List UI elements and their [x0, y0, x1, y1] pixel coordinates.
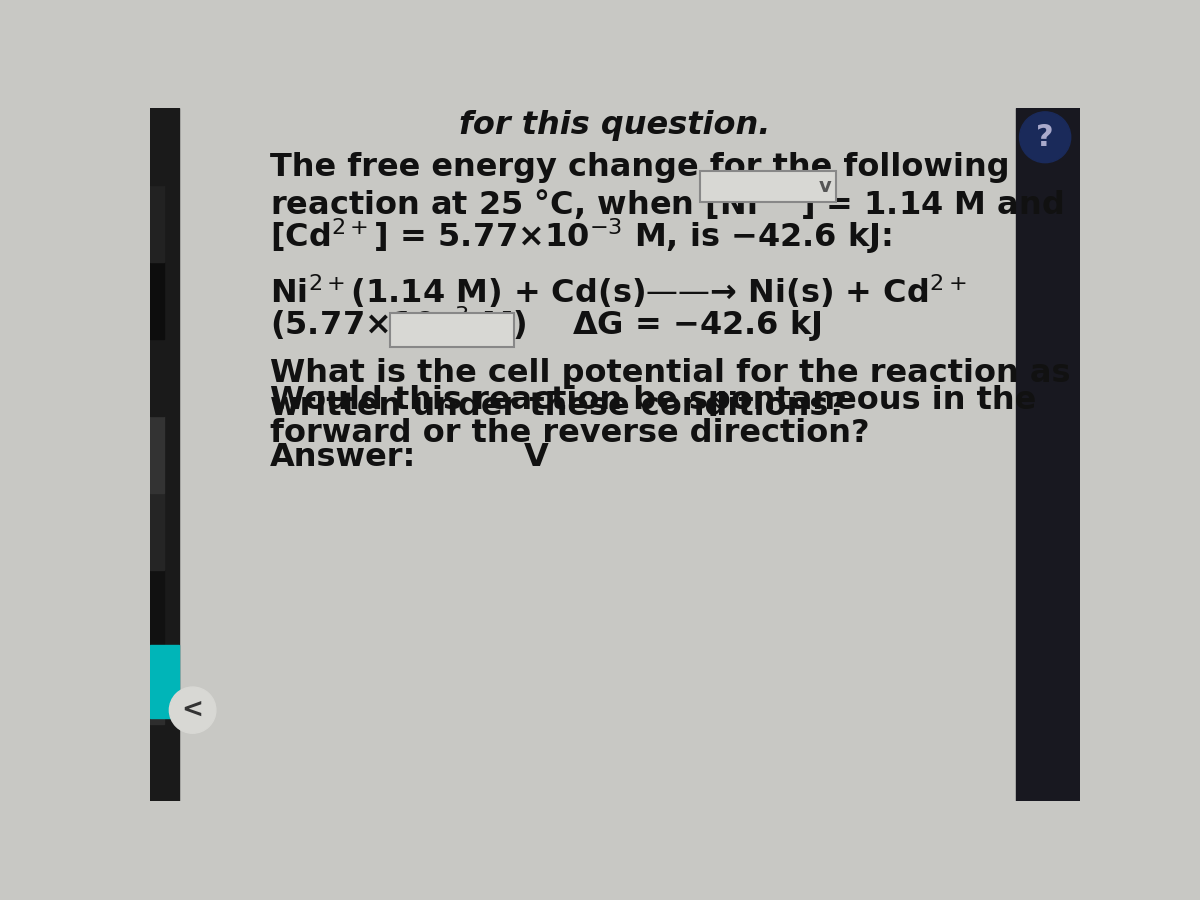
Text: v: v: [818, 177, 832, 196]
Bar: [150, 570, 164, 647]
Text: V: V: [523, 442, 548, 473]
Bar: [150, 647, 164, 724]
Bar: [150, 108, 164, 185]
Text: ?: ?: [1037, 122, 1054, 152]
Text: What is the cell potential for the reaction as: What is the cell potential for the react…: [270, 358, 1070, 389]
Bar: [150, 644, 180, 718]
Bar: [150, 416, 164, 493]
Text: <: <: [181, 698, 204, 723]
Text: written under these conditions?: written under these conditions?: [270, 391, 847, 421]
Text: Would this reaction be spontaneous in the: Would this reaction be spontaneous in th…: [270, 385, 1037, 416]
Circle shape: [1020, 112, 1070, 163]
Text: [Cd$^{2+}$] = 5.77×10$^{-3}$ M, is −42.6 kJ:: [Cd$^{2+}$] = 5.77×10$^{-3}$ M, is −42.6…: [270, 217, 892, 256]
Bar: [390, 313, 515, 346]
Text: Answer:: Answer:: [270, 442, 416, 473]
Circle shape: [169, 687, 216, 734]
Text: The free energy change for the following: The free energy change for the following: [270, 152, 1009, 183]
Text: reaction at 25 °C, when [Ni$^{2+}$] = 1.14 M and: reaction at 25 °C, when [Ni$^{2+}$] = 1.…: [270, 184, 1063, 222]
Bar: [701, 171, 836, 202]
Bar: [150, 339, 164, 416]
Text: for this question.: for this question.: [460, 111, 770, 141]
Bar: [1016, 108, 1080, 801]
Bar: [150, 262, 164, 339]
Text: forward or the reverse direction?: forward or the reverse direction?: [270, 418, 870, 448]
Bar: [150, 493, 164, 570]
Bar: [150, 108, 180, 801]
Bar: [150, 185, 164, 262]
Text: (5.77×10$^{-3}$ M)    ΔG = −42.6 kJ: (5.77×10$^{-3}$ M) ΔG = −42.6 kJ: [270, 304, 822, 344]
Text: Ni$^{2+}$(1.14 M) + Cd(s)——→ Ni(s) + Cd$^{2+}$: Ni$^{2+}$(1.14 M) + Cd(s)——→ Ni(s) + Cd$…: [270, 272, 966, 310]
Bar: [150, 724, 164, 801]
